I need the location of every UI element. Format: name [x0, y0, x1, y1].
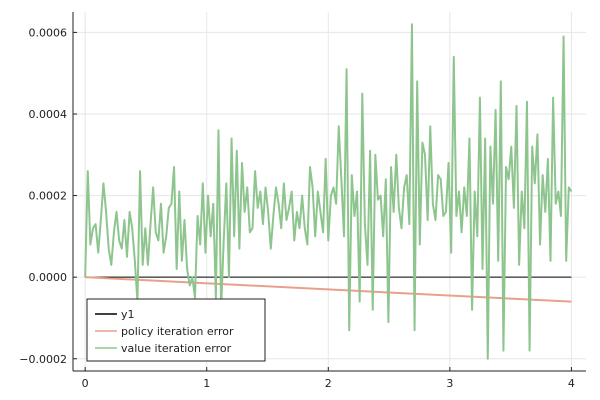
- y-tick-label: −0.0002: [19, 353, 67, 366]
- legend: y1 policy iteration error value iteration …: [86, 298, 266, 362]
- y-tick-label: 0.0000: [29, 271, 68, 284]
- x-tick-label: 1: [203, 377, 210, 390]
- x-tick-label: 0: [82, 377, 89, 390]
- axes: 0 1 2 3 4 −0.0002 0.0000 0.0002 0.0004 0.0006: [19, 12, 586, 390]
- y-tick-label: 0.0006: [29, 26, 68, 39]
- legend-label: policy iteration error: [121, 325, 234, 338]
- series-line-policy-iteration-error: [85, 276, 572, 303]
- series-line-value-iteration-error: [84, 23, 573, 360]
- y-tick-label: 0.0004: [29, 108, 68, 121]
- x-tick-label: 3: [446, 377, 453, 390]
- series-layer: [84, 23, 573, 360]
- legend-box: [86, 298, 266, 362]
- x-tick-label: 4: [568, 377, 575, 390]
- legend-label: y1: [121, 308, 135, 321]
- x-tick-label: 2: [325, 377, 332, 390]
- legend-label: value iteration error: [121, 342, 232, 355]
- y-tick-label: 0.0002: [29, 190, 68, 203]
